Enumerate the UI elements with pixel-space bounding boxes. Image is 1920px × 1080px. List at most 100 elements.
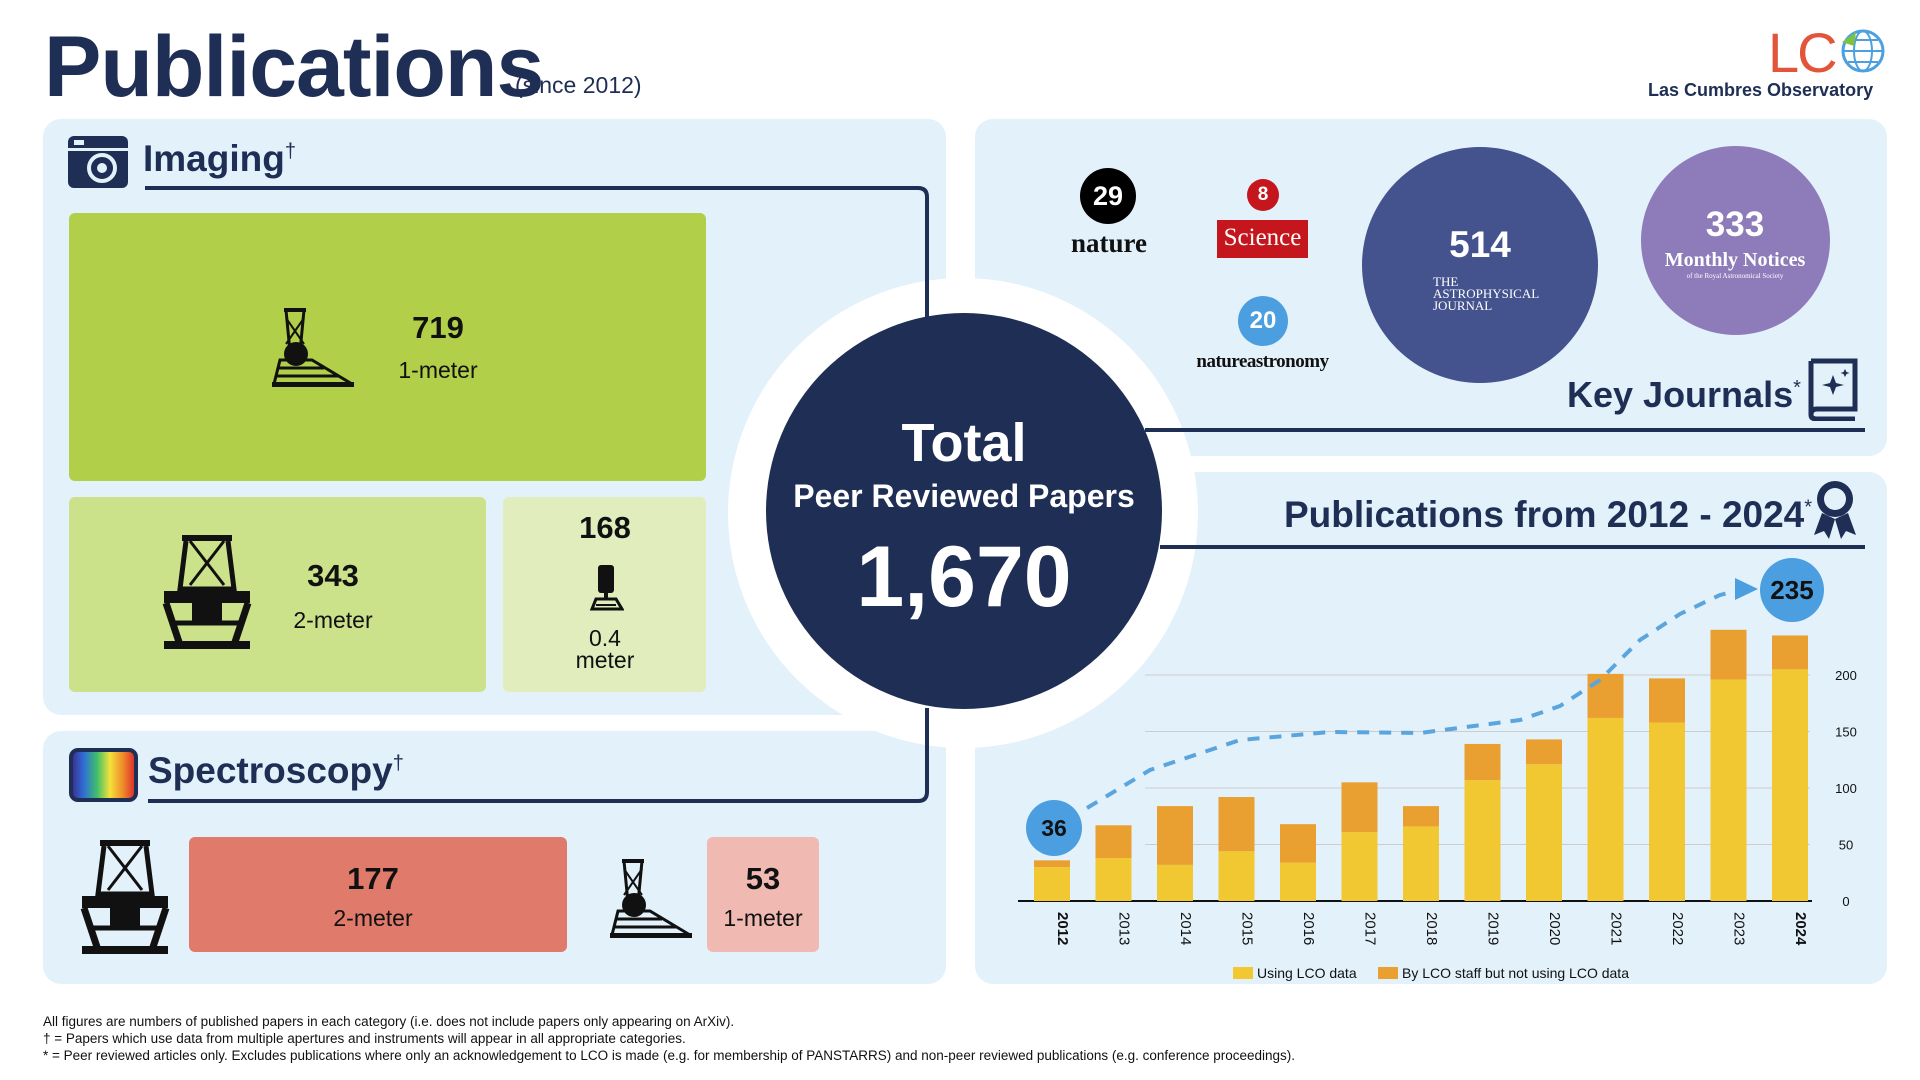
lco-logo: LC Las Cumbres Observatory	[1640, 20, 1885, 105]
page-subtitle: (since 2012)	[515, 72, 642, 98]
apj-bubble	[1362, 147, 1598, 383]
bar-using-lco-2022	[1649, 722, 1685, 901]
bar-staff-2013	[1095, 825, 1132, 859]
org-name: Las Cumbres Observatory	[1648, 80, 1874, 100]
y-tick-label: 0	[1842, 894, 1849, 909]
spec-2m-value: 177	[347, 861, 399, 896]
bar-using-lco-2018	[1403, 826, 1439, 901]
x-tick-label-2014: 2014	[1177, 912, 1194, 945]
footnote-3: * = Peer reviewed articles only. Exclude…	[43, 1048, 1296, 1063]
bar-staff-2016	[1280, 824, 1316, 863]
bar-using-lco-2015	[1218, 851, 1255, 901]
bar-staff-2014	[1157, 806, 1193, 865]
total-circle	[766, 313, 1162, 709]
x-tick-label-2023: 2023	[1731, 912, 1748, 945]
mnras-bubble	[1641, 146, 1830, 335]
x-tick-label-2012: 2012	[1054, 912, 1071, 945]
legend-label-1: By LCO staff but not using LCO data	[1402, 965, 1629, 981]
imaging-04m-label: 0.4 meter	[575, 625, 635, 673]
apj-logo: THE ASTROPHYSICAL JOURNAL	[1433, 274, 1540, 313]
globe-icon	[1841, 29, 1885, 73]
chart-legend: Using LCO data By LCO staff but not using…	[1233, 965, 1629, 981]
bar-using-lco-2020	[1526, 764, 1562, 901]
nature-astronomy-logo: natureastronomy	[1196, 351, 1329, 372]
x-tick-label-2020: 2020	[1546, 912, 1563, 945]
imaging-04m-value: 168	[579, 510, 631, 545]
telescope-2m-icon	[162, 535, 252, 649]
imaging-2m-value: 343	[307, 558, 359, 593]
y-tick-label: 200	[1835, 668, 1857, 683]
footnote-2: † = Papers which use data from multiple …	[43, 1031, 686, 1046]
bar-using-lco-2023	[1710, 679, 1747, 901]
chart-x-labels: 2012 2013 2014 2015 2016 2017 2018 2019 2020 2021…	[1054, 912, 1809, 946]
book-icon	[1808, 358, 1858, 421]
chart-y-ticks: 0 50 100 150 200	[1835, 668, 1857, 909]
award-ribbon-icon	[1814, 481, 1856, 539]
bar-staff-2015	[1218, 797, 1255, 852]
legend-label-0: Using LCO data	[1257, 965, 1357, 981]
bar-using-lco-2013	[1095, 858, 1132, 901]
bar-staff-2019	[1464, 743, 1501, 781]
mnras-subname: of the Royal Astronomical Society	[1686, 272, 1784, 280]
page-title: Publications	[44, 19, 544, 115]
telescope-04m-icon	[589, 565, 624, 611]
imaging-title: Imaging†	[143, 138, 296, 179]
key-journals-title: Key Journals*	[1567, 374, 1801, 415]
bar-staff-2020	[1526, 739, 1562, 765]
spec-1m-label: 1-meter	[723, 905, 803, 931]
imaging-1m-value: 719	[412, 310, 464, 345]
bar-staff-2022	[1649, 678, 1685, 723]
nature-count: 29	[1080, 168, 1136, 224]
telescope-2m-spec-icon	[80, 840, 170, 954]
nature-logo: nature	[1070, 228, 1147, 258]
bar-staff-2023	[1710, 629, 1747, 680]
telescope-1m-spec-icon	[610, 859, 692, 938]
legend-swatch-0	[1233, 967, 1253, 979]
bar-using-lco-2014	[1157, 864, 1193, 901]
spectroscopy-title: Spectroscopy†	[148, 750, 404, 791]
y-tick-label: 150	[1835, 725, 1857, 740]
total-subtitle: Peer Reviewed Papers	[793, 478, 1135, 514]
x-tick-label-2024: 2024	[1792, 912, 1809, 946]
y-tick-label: 50	[1839, 838, 1853, 853]
spec-2m-tile	[189, 837, 567, 952]
nature-astronomy-count: 20	[1238, 296, 1288, 346]
spec-1m-tile	[707, 837, 819, 952]
spec-1m-value: 53	[745, 861, 781, 896]
bar-staff-2018	[1403, 806, 1439, 827]
bar-using-lco-2024	[1772, 669, 1808, 901]
bar-using-lco-2021	[1587, 717, 1624, 901]
trend-line	[1085, 588, 1741, 810]
imaging-2m-label: 2-meter	[293, 607, 373, 633]
spec-2m-label: 2-meter	[333, 905, 413, 931]
mnras-count: 333	[1705, 205, 1765, 244]
imaging-1m-label: 1-meter	[398, 357, 478, 383]
bar-using-lco-2019	[1464, 780, 1501, 901]
chart-title: Publications from 2012 - 2024*	[1284, 494, 1813, 535]
trend-arrow-head	[1735, 578, 1758, 600]
x-tick-label-2016: 2016	[1300, 912, 1317, 945]
logo-text: LC	[1768, 21, 1838, 84]
x-tick-label-2018: 2018	[1423, 912, 1440, 945]
apj-count: 514	[1449, 224, 1511, 265]
imaging-1m-tile	[69, 213, 706, 481]
mnras-logo: Monthly Notices	[1664, 249, 1806, 271]
science-count: 8	[1247, 179, 1279, 211]
x-tick-label-2015: 2015	[1239, 912, 1256, 945]
telescope-1m-icon	[272, 308, 354, 387]
x-tick-label-2013: 2013	[1116, 912, 1133, 945]
bar-using-lco-2016	[1280, 862, 1316, 901]
bar-staff-2012	[1034, 860, 1070, 868]
bar-staff-2024	[1772, 635, 1808, 670]
total-title: Total	[901, 413, 1027, 473]
bar-staff-2021	[1587, 673, 1624, 718]
bar-using-lco-2017	[1341, 832, 1378, 901]
spectrum-icon	[69, 748, 138, 802]
y-tick-label: 100	[1835, 781, 1857, 796]
science-logo: Science	[1217, 220, 1308, 258]
camera-icon	[68, 136, 128, 188]
start-badge: 36	[1026, 800, 1082, 856]
x-tick-label-2019: 2019	[1485, 912, 1502, 945]
